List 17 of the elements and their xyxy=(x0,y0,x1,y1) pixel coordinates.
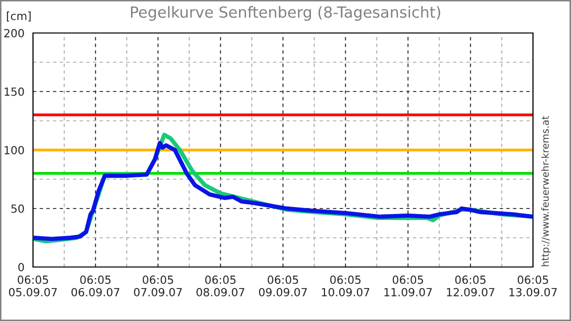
y-tick-label: 50 xyxy=(11,204,24,213)
y-tick-label: 100 xyxy=(4,146,24,154)
x-tick-label: 06:05 13.09.07 xyxy=(509,276,557,296)
x-tick-label: 06:05 10.09.07 xyxy=(322,276,370,296)
text: http://www.feuerwehr-krems.at xyxy=(541,116,551,266)
y-tick-label: 0 xyxy=(18,262,24,272)
chart-title: Pegelkurve Senftenberg (8-Tagesansicht) xyxy=(131,6,440,21)
y-tick-label: 150 xyxy=(4,87,24,96)
y-tick-label: 200 xyxy=(4,28,24,38)
x-tick-label: 06:05 06.09.07 xyxy=(71,276,120,296)
y-axis-title: [cm] xyxy=(6,12,31,22)
x-tick-label: 06:05 11.09.07 xyxy=(384,276,432,296)
x-tick-label: 06:05 12.09.07 xyxy=(446,276,494,296)
x-tick-label: 06:05 09.09.07 xyxy=(258,276,307,296)
x-tick-label: 06:05 05.09.07 xyxy=(8,276,57,296)
x-tick-label: 06:05 08.09.07 xyxy=(196,276,244,296)
x-tick-label: 06:05 07.09.07 xyxy=(134,276,182,296)
